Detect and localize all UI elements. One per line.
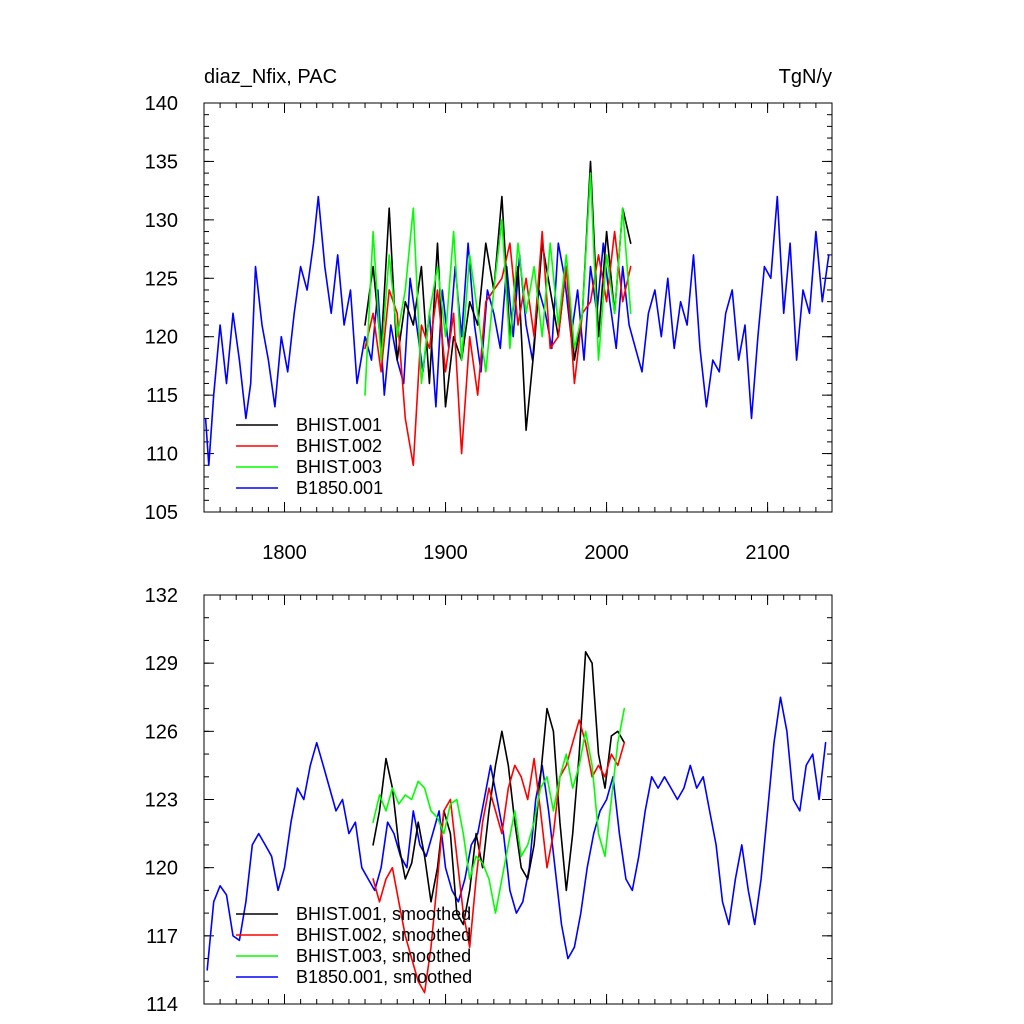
- y-tick-label: 120: [145, 858, 178, 880]
- y-tick-label: 135: [145, 151, 178, 173]
- legend-entry: BHIST.001, smoothed: [296, 904, 471, 924]
- y-tick-label: 125: [145, 268, 178, 290]
- y-tick-label: 123: [145, 790, 178, 812]
- legend-entry: BHIST.002, smoothed: [296, 925, 471, 945]
- x-tick-label: 2000: [584, 542, 629, 564]
- legend-entry: BHIST.003, smoothed: [296, 946, 471, 966]
- y-tick-label: 130: [145, 210, 178, 232]
- y-tick-label: 120: [145, 327, 178, 349]
- units-label: TgN/y: [779, 66, 832, 88]
- series-line-bhist-003-smoothed: [372, 707, 626, 914]
- chart-panel-1: 105 110 115 120 125 130 135 140 1800 1900 2000 2100…: [145, 66, 833, 564]
- y-tick-label: 129: [145, 653, 178, 675]
- y-tick-label: 114: [146, 994, 178, 1016]
- chart-title: diaz_Nfix, PAC: [204, 66, 337, 88]
- y-tick-label: 132: [145, 585, 178, 607]
- y-tick-label: 115: [146, 385, 178, 407]
- series-line-bhist-001-smoothed: [372, 650, 626, 926]
- legend-entry: BHIST.003: [296, 457, 382, 477]
- y-tick-label: 117: [146, 926, 178, 948]
- x-tick-label: 2100: [745, 542, 790, 564]
- x-tick-label: 1800: [262, 542, 307, 564]
- y-tick-label: 105: [145, 502, 178, 524]
- series-line-b1850-001-smoothed: [206, 696, 827, 971]
- y-tick-label: 126: [145, 721, 178, 743]
- chart-panel-2: 114 117 120 123 126 129 132 BHIST.001, smoothed…: [145, 585, 833, 1016]
- legend-entry: BHIST.002: [296, 436, 382, 456]
- series-line-bhist-003: [364, 172, 632, 396]
- y-tick-label: 110: [146, 444, 178, 466]
- series-line-b1850-001: [204, 195, 830, 467]
- plot-frame: [203, 102, 833, 513]
- legend-entry: B1850.001, smoothed: [296, 967, 472, 987]
- y-tick-label: 140: [145, 93, 178, 115]
- legend-entry: BHIST.001: [296, 415, 382, 435]
- legend-entry: B1850.001: [296, 478, 383, 498]
- series-line-bhist-002-smoothed: [372, 719, 626, 994]
- x-tick-label: 1900: [423, 542, 468, 564]
- series-line-bhist-002: [364, 230, 632, 467]
